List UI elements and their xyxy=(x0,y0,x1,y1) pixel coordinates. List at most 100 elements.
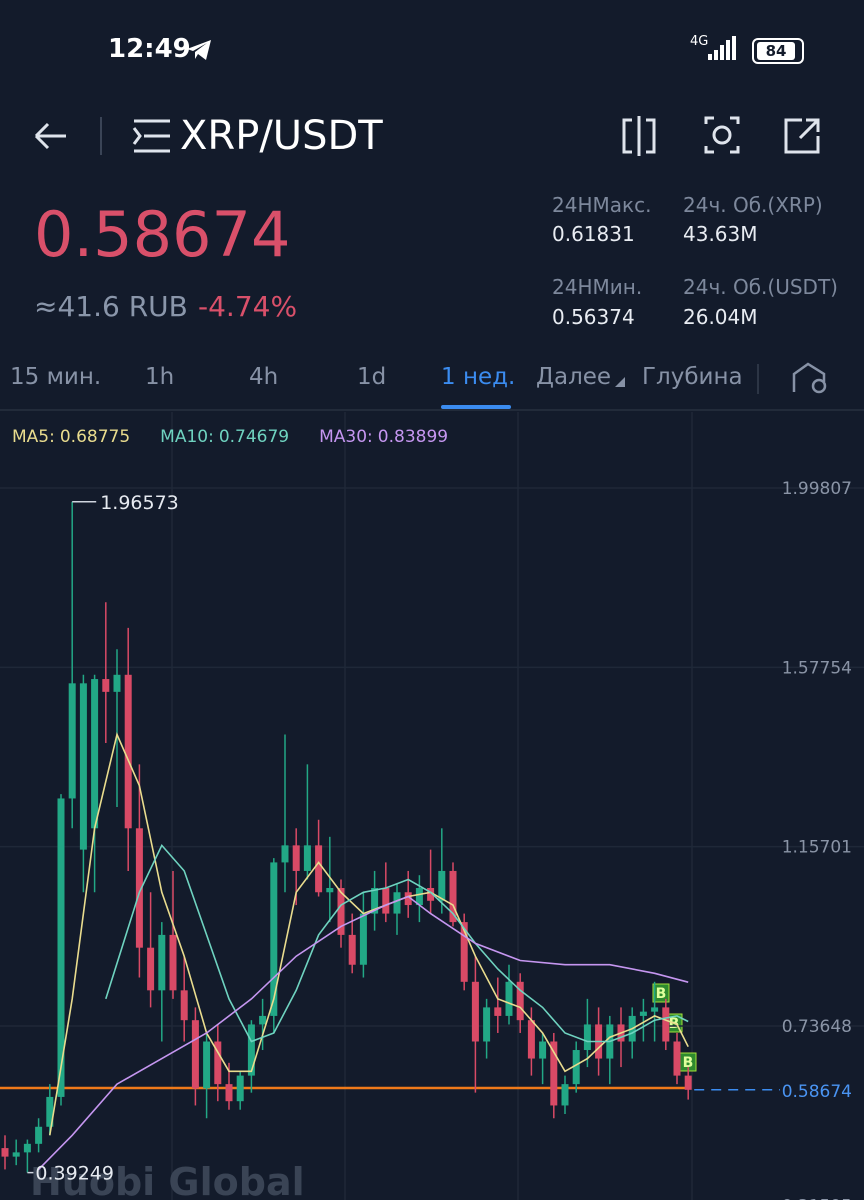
candle-body xyxy=(113,674,121,692)
tab[interactable]: 1h xyxy=(145,364,175,390)
candle-body xyxy=(359,913,367,965)
y-tick-label: 0.73648 xyxy=(782,1017,852,1037)
screenshot-icon[interactable] xyxy=(712,125,732,145)
back-button[interactable] xyxy=(34,122,66,150)
price-change: -4.74% xyxy=(198,290,298,323)
tab[interactable]: Далее xyxy=(536,364,612,390)
candle-body xyxy=(247,1024,255,1076)
header-icons xyxy=(34,117,170,155)
clock: 12:49 xyxy=(108,34,191,64)
candle-body xyxy=(79,683,87,850)
candle-body xyxy=(438,870,446,901)
ma-line xyxy=(49,731,689,1136)
legend-value: 0.74679 xyxy=(219,427,289,447)
candle-body xyxy=(348,934,356,965)
candle-body xyxy=(505,981,513,1016)
pair-title[interactable]: XRP/USDT xyxy=(180,113,383,159)
battery-level: 84 xyxy=(757,42,795,60)
legend-name: MA10: xyxy=(160,427,214,447)
y-tick-label: 1.99807 xyxy=(782,479,852,499)
candle-body xyxy=(35,1126,43,1144)
stat-label: 24НМин. xyxy=(552,275,643,299)
candle-body xyxy=(651,1007,659,1012)
network: 4G xyxy=(690,34,709,49)
legend-value: 0.68775 xyxy=(60,427,130,447)
stat-value: 0.56374 xyxy=(552,305,635,329)
high-label: 1.96573 xyxy=(100,492,179,514)
candle-body xyxy=(494,1007,502,1016)
tab[interactable]: Глубина xyxy=(642,364,743,390)
candle-body xyxy=(639,1011,647,1016)
candle-body xyxy=(46,1096,54,1127)
y-tick-label: 0.31595 xyxy=(782,1196,852,1200)
candle-body xyxy=(225,1084,233,1102)
toolbar-icons xyxy=(622,116,820,156)
legend-name: MA30: xyxy=(319,427,373,447)
candle-body xyxy=(516,981,524,1021)
candle-body xyxy=(124,674,132,829)
active-tab-indicator xyxy=(441,405,511,409)
candle-body xyxy=(169,934,177,991)
candle-body xyxy=(382,887,390,914)
candle-body xyxy=(259,1015,267,1025)
candle-body xyxy=(1,1148,9,1157)
candle-body xyxy=(147,947,155,991)
candle-body xyxy=(393,892,401,914)
stat-value: 43.63M xyxy=(683,222,758,246)
y-tick-label: 1.15701 xyxy=(782,838,852,858)
candle-body xyxy=(527,1020,535,1059)
tab[interactable]: 15 мин. xyxy=(10,364,102,390)
telegram-icon xyxy=(187,40,211,60)
candle-body xyxy=(57,798,65,1097)
candle-body xyxy=(371,887,379,914)
candle-body xyxy=(214,1041,222,1085)
candle-body xyxy=(415,887,423,906)
legend-name: MA5: xyxy=(12,427,55,447)
candle-body xyxy=(315,845,323,893)
candle-body xyxy=(203,1041,211,1089)
settings-icon[interactable] xyxy=(792,362,826,392)
candle-body xyxy=(404,892,412,906)
compare-icon[interactable] xyxy=(622,116,656,156)
candle-body xyxy=(673,1041,681,1076)
candle-body xyxy=(449,870,457,923)
marker-label: B xyxy=(683,1055,694,1071)
stat-value: 0.61831 xyxy=(552,222,635,246)
marker-label: B xyxy=(656,986,667,1002)
y-tick-label: 1.57754 xyxy=(782,658,852,678)
candle-body xyxy=(326,887,334,893)
candle-body xyxy=(583,1024,591,1051)
converted-price: ≈41.6 RUB xyxy=(34,290,188,323)
share-icon[interactable] xyxy=(784,118,820,154)
candle-body xyxy=(460,922,468,982)
stat-label: 24ч. Об.(XRP) xyxy=(683,193,823,217)
candle-body xyxy=(572,1050,580,1085)
tab[interactable]: 1d xyxy=(357,364,387,390)
candle-body xyxy=(270,862,278,1016)
tab[interactable]: 1 нед. xyxy=(441,364,516,390)
candle-body xyxy=(12,1152,20,1157)
candle-body xyxy=(471,981,479,1042)
candle-body xyxy=(539,1041,547,1059)
battery xyxy=(752,38,804,64)
legend-value: 0.83899 xyxy=(378,427,448,447)
tab-decor xyxy=(0,362,864,411)
candle-body xyxy=(236,1075,244,1102)
low-label: 0.39249 xyxy=(35,1163,114,1185)
signal-icon xyxy=(708,36,736,60)
candle-body xyxy=(158,934,166,991)
candle-body xyxy=(337,887,345,935)
candle-body xyxy=(191,1020,199,1089)
candle-body xyxy=(23,1143,31,1153)
candle-body xyxy=(135,828,143,948)
candle-body xyxy=(662,1007,670,1042)
candle-body xyxy=(180,990,188,1021)
candle-body xyxy=(684,1075,692,1090)
ma-line xyxy=(105,843,689,1043)
tab[interactable]: 4h xyxy=(249,364,279,390)
candle-body xyxy=(281,845,289,863)
vertical-grid xyxy=(171,412,693,1200)
candle-body xyxy=(550,1041,558,1106)
